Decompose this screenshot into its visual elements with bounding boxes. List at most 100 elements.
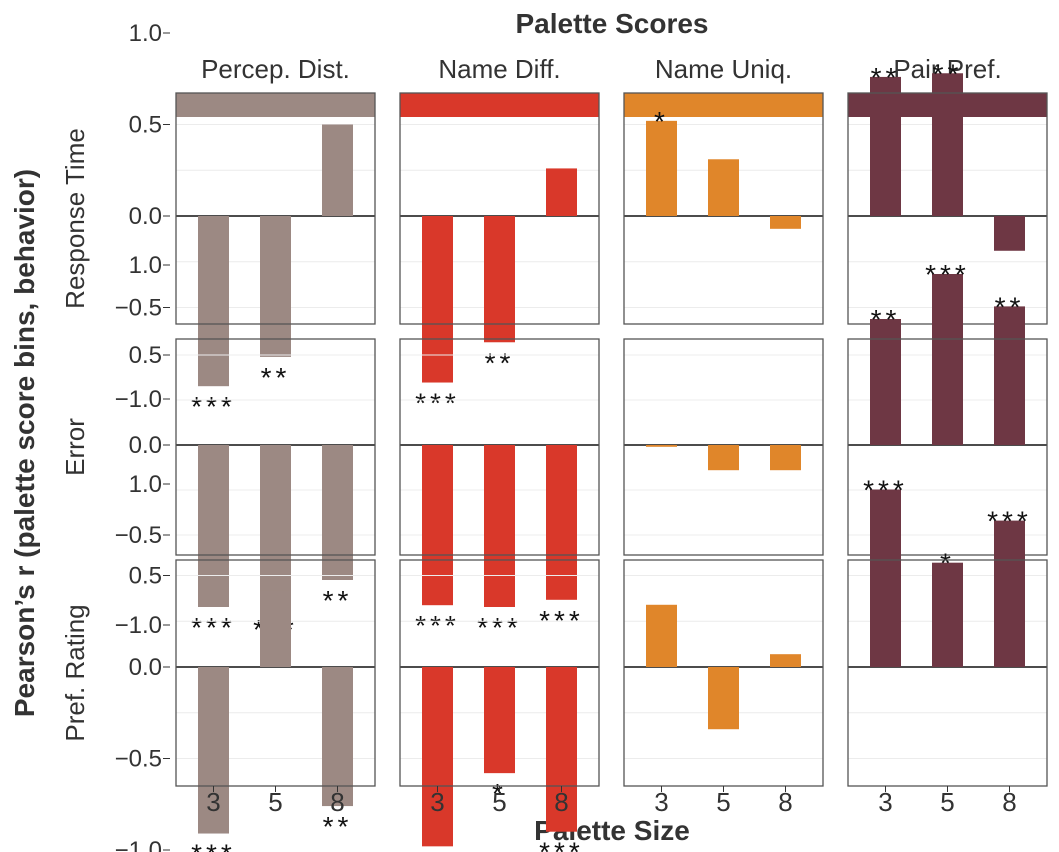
bar bbox=[260, 216, 291, 357]
significance-label: *** bbox=[191, 612, 236, 643]
bar bbox=[546, 168, 577, 216]
bar bbox=[994, 216, 1025, 251]
y-axis-label: Pearson’s r (palette score bins, behavio… bbox=[9, 169, 40, 717]
significance-label: *** bbox=[477, 612, 522, 643]
bar bbox=[260, 590, 291, 667]
bar bbox=[870, 76, 901, 216]
significance-label: ** bbox=[871, 62, 901, 93]
y-tick-label: 0.5 bbox=[129, 112, 162, 139]
facet-strip bbox=[176, 93, 375, 117]
significance-label: *** bbox=[863, 474, 908, 505]
y-tick-label: 1.0 bbox=[129, 20, 162, 47]
bar bbox=[932, 73, 963, 216]
column-title: Name Uniq. bbox=[655, 54, 792, 84]
x-tick-label: 5 bbox=[716, 787, 730, 817]
x-tick-label: 3 bbox=[430, 787, 444, 817]
x-tick-label: 3 bbox=[654, 787, 668, 817]
significance-label: *** bbox=[539, 837, 584, 852]
y-tick-label: 0.5 bbox=[129, 563, 162, 590]
facet-strip bbox=[400, 93, 599, 117]
y-tick-label: −1.0 bbox=[115, 837, 162, 852]
facet-panel: *****358 bbox=[175, 559, 376, 852]
bar bbox=[422, 216, 453, 383]
bar bbox=[870, 489, 901, 667]
bar bbox=[546, 445, 577, 600]
bar bbox=[646, 120, 677, 216]
x-tick-label: 3 bbox=[206, 787, 220, 817]
significance-label: *** bbox=[191, 391, 236, 422]
bar bbox=[994, 306, 1025, 445]
significance-label: ** bbox=[261, 362, 291, 393]
bar bbox=[770, 216, 801, 229]
facet-panels: Percep. Dist. Name Diff. Name Uniq. Pair Pr… bbox=[60, 20, 1048, 852]
bar bbox=[260, 445, 291, 609]
bar bbox=[322, 445, 353, 580]
bar bbox=[546, 667, 577, 832]
bar bbox=[198, 445, 229, 607]
facet-panel bbox=[623, 338, 824, 556]
x-tick-label: 5 bbox=[268, 787, 282, 817]
panel-border bbox=[175, 338, 376, 556]
y-tick-label: 0.0 bbox=[129, 203, 162, 230]
column-title: Name Diff. bbox=[438, 54, 560, 84]
y-tick-label: −1.0 bbox=[115, 612, 162, 639]
bar bbox=[932, 274, 963, 445]
significance-label: * bbox=[654, 106, 669, 137]
y-tick-label: −0.5 bbox=[115, 295, 162, 322]
bar bbox=[484, 667, 515, 774]
significance-label: *** bbox=[415, 388, 460, 419]
significance-label: ** bbox=[323, 811, 353, 842]
facet-panel: *** *** *** bbox=[399, 338, 600, 643]
significance-label: *** bbox=[925, 259, 970, 290]
panel-border bbox=[399, 92, 600, 325]
bar bbox=[484, 445, 515, 607]
bar bbox=[322, 667, 353, 807]
significance-label: * bbox=[940, 548, 955, 579]
x-tick-label: 8 bbox=[330, 787, 344, 817]
y-tick-label: −0.5 bbox=[115, 522, 162, 549]
significance-label: ** bbox=[323, 585, 353, 616]
bar bbox=[708, 159, 739, 216]
bar bbox=[484, 216, 515, 343]
significance-label: *** bbox=[191, 839, 236, 852]
facet-panel: 3 5 8 bbox=[623, 559, 824, 817]
x-tick-label: 5 bbox=[492, 787, 506, 817]
facet-panel: ***** bbox=[399, 92, 600, 419]
y-tick-label: 0.5 bbox=[129, 342, 162, 369]
bar bbox=[994, 520, 1025, 667]
significance-label: *** bbox=[415, 610, 460, 641]
panel-border bbox=[175, 92, 376, 325]
bar bbox=[646, 604, 677, 667]
panel-border bbox=[399, 338, 600, 556]
bar bbox=[770, 445, 801, 471]
significance-label: ** bbox=[933, 58, 963, 89]
facet-panel: * bbox=[623, 92, 824, 325]
y-tick-label: −1.0 bbox=[115, 386, 162, 413]
chart-title: Palette Scores bbox=[516, 8, 709, 39]
x-tick-label: 5 bbox=[940, 787, 954, 817]
facet-strip bbox=[624, 93, 823, 117]
bar bbox=[708, 667, 739, 730]
facet-panel: *******358 bbox=[399, 559, 600, 852]
column-title: Percep. Dist. bbox=[201, 54, 350, 84]
significance-label: ** bbox=[871, 304, 901, 335]
bar bbox=[870, 319, 901, 445]
facet-panel: ***** bbox=[175, 92, 376, 422]
bar bbox=[422, 445, 453, 606]
significance-label: *** bbox=[987, 506, 1032, 537]
x-tick-label: 8 bbox=[1002, 787, 1016, 817]
y-tick-label: −0.5 bbox=[115, 746, 162, 773]
significance-label: ** bbox=[995, 291, 1025, 322]
row-title: Error bbox=[60, 418, 90, 476]
bar bbox=[422, 667, 453, 847]
y-tick-label: 1.0 bbox=[129, 252, 162, 279]
bar bbox=[708, 445, 739, 471]
facet-panel: ******** bbox=[175, 338, 376, 645]
x-tick-label: 3 bbox=[878, 787, 892, 817]
bar bbox=[198, 667, 229, 834]
bar bbox=[322, 124, 353, 216]
bar bbox=[646, 445, 677, 447]
x-tick-label: 8 bbox=[778, 787, 792, 817]
